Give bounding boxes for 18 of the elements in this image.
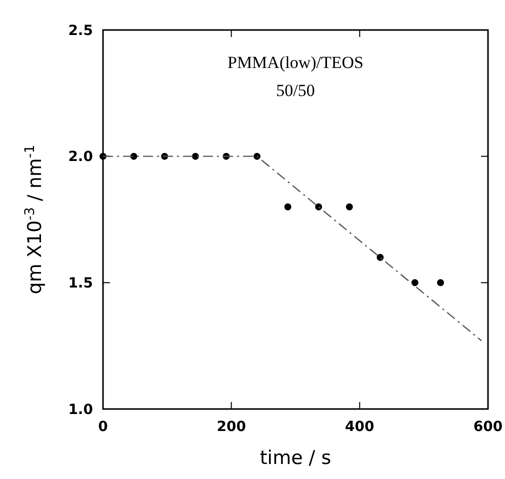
point	[254, 152, 260, 160]
annotation: 50/50	[276, 81, 315, 100]
y-tick-label: 2.5	[68, 22, 93, 39]
point	[437, 279, 444, 286]
x-tick-label: 400	[345, 419, 375, 435]
annotation: PMMA(low)/TEOS	[227, 53, 364, 72]
y-tick-label: 2.0	[68, 149, 94, 166]
point	[411, 279, 418, 286]
y-tick-label: 1.5	[68, 276, 93, 292]
x-tick-label: 200	[216, 419, 246, 435]
x-axis-title: time / s	[260, 447, 332, 469]
point	[346, 203, 353, 210]
x-tick-label: 0	[98, 419, 108, 435]
point	[284, 203, 292, 210]
point	[315, 203, 322, 210]
point	[376, 254, 384, 261]
y-tick-label: 1.0	[68, 402, 94, 418]
x-tick-label: 600	[473, 419, 503, 435]
